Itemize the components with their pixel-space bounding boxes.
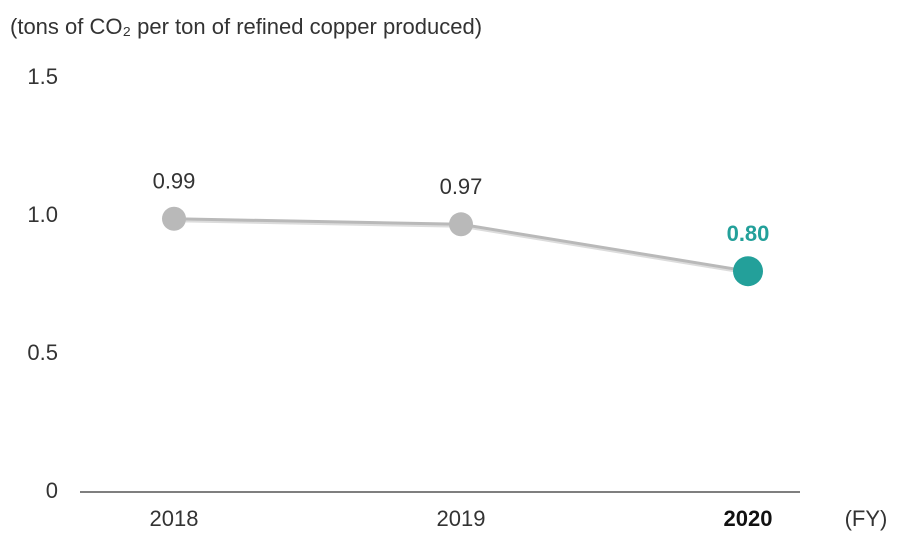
y-tick-label: 1.0 (27, 202, 58, 227)
x-tick-label: 2018 (150, 506, 199, 531)
data-point (733, 256, 763, 287)
data-label: 0.99 (153, 169, 196, 194)
y-tick-label: 1.5 (27, 64, 58, 89)
y-axis-label: (tons of CO₂ per ton of refined copper p… (10, 14, 482, 39)
y-tick-label: 0.5 (27, 340, 58, 365)
data-label: 0.80 (727, 221, 770, 246)
x-tick-label: 2019 (437, 506, 486, 531)
data-label: 0.97 (440, 174, 483, 199)
data-point (162, 206, 186, 231)
x-tick-label: 2020 (724, 506, 773, 531)
x-axis-label: (FY) (845, 506, 888, 531)
y-tick-label: 0 (46, 478, 58, 503)
data-point (449, 212, 473, 237)
